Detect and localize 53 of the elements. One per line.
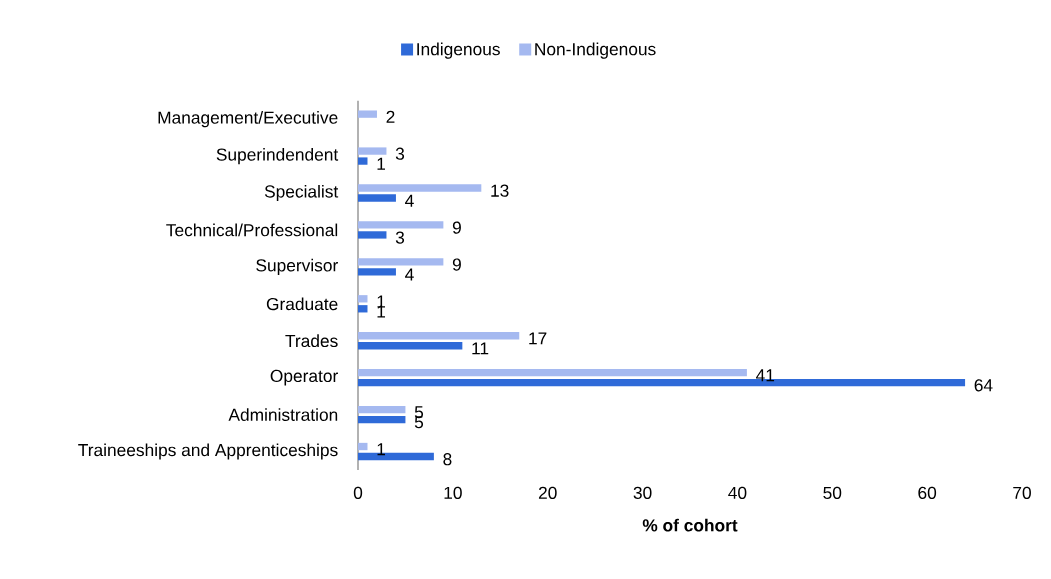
y-tick-label: Operator: [270, 369, 338, 386]
bar: [358, 258, 444, 266]
y-tick-label: Trades: [285, 334, 338, 348]
data-label: 9: [452, 258, 461, 271]
bar: [358, 221, 444, 229]
y-tick-label: Administration: [228, 408, 338, 421]
bar: [358, 368, 747, 377]
bar: [358, 147, 387, 155]
bar: [358, 342, 463, 350]
data-label: 3: [395, 147, 405, 160]
x-tick-label: 60: [918, 486, 937, 499]
x-tick-label: 20: [538, 486, 557, 499]
x-tick-label: 40: [728, 486, 747, 499]
bar: [358, 415, 406, 424]
data-label: 8: [443, 453, 452, 466]
bar: [358, 405, 406, 414]
y-tick-label: Traineeships and Apprenticeships: [78, 443, 338, 460]
bar: [358, 184, 482, 192]
bar: [358, 231, 387, 239]
bar: [358, 194, 396, 202]
x-axis-title: % of cohort: [642, 518, 738, 532]
bar: [358, 332, 520, 340]
data-label: 17: [529, 332, 547, 345]
y-tick-label: Specialist: [264, 184, 339, 202]
data-label: 3: [395, 231, 405, 244]
data-label: 13: [491, 184, 509, 197]
data-label: 9: [452, 221, 461, 234]
data-label: 41: [756, 369, 775, 382]
data-label: 64: [974, 379, 993, 392]
x-tick-label: 0: [353, 486, 363, 499]
y-tick-label: Supervisor: [256, 258, 338, 275]
legend-label: Non-Indigenous: [535, 42, 656, 59]
data-label: 1: [377, 443, 385, 456]
y-tick-label: Graduate: [266, 297, 338, 311]
x-tick-label: 70: [1013, 486, 1031, 499]
data-label: 1: [377, 157, 385, 170]
y-tick-label: Management/Executive: [158, 111, 338, 128]
legend-label: Indigenous: [417, 42, 500, 59]
bar: [358, 295, 368, 303]
x-tick-label: 50: [823, 486, 842, 499]
data-label: 4: [405, 268, 414, 281]
bar: [358, 268, 396, 276]
x-tick-label: 10: [444, 486, 462, 499]
bar: [358, 157, 368, 165]
data-label: 11: [472, 342, 489, 355]
bar: [358, 305, 368, 313]
y-tick-label: Technical/Professional: [166, 223, 338, 237]
bar: [358, 110, 377, 118]
y-tick-label: Superindendent: [216, 147, 339, 165]
data-label: 2: [386, 110, 395, 123]
bar: [358, 442, 368, 451]
x-tick-label: 30: [633, 486, 652, 499]
data-label: 4: [405, 194, 414, 207]
